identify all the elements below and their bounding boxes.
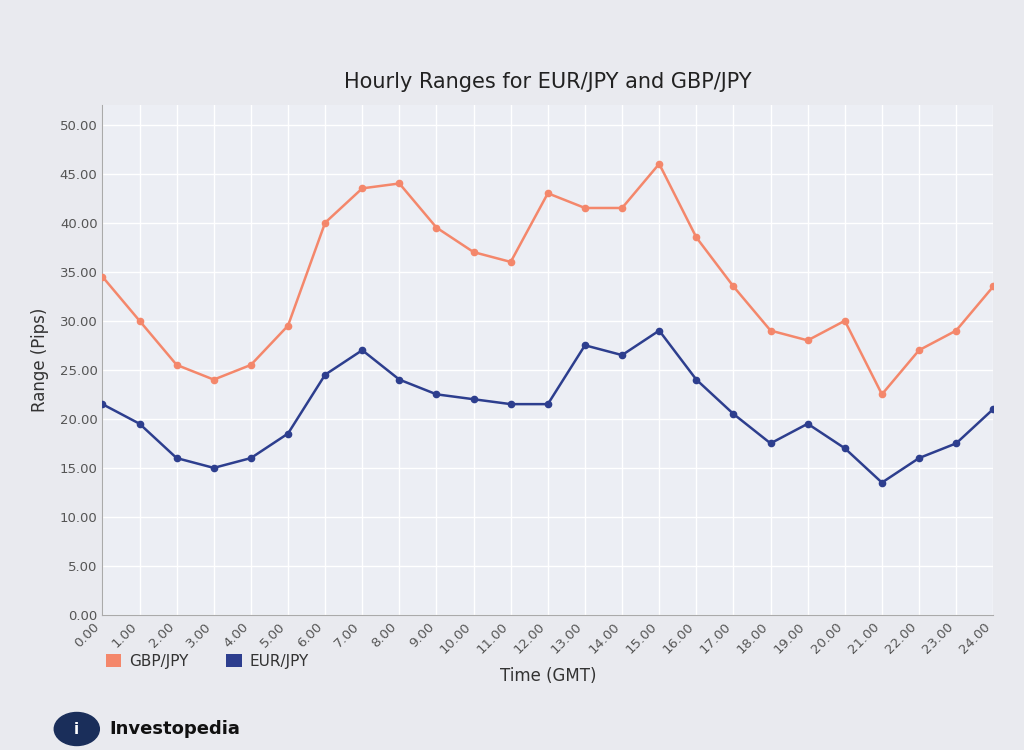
GBP/JPY (96, 272, 109, 281)
GBP/JPY (579, 203, 591, 212)
Y-axis label: Range (Pips): Range (Pips) (31, 308, 48, 413)
Text: i: i (74, 722, 80, 736)
EUR/JPY (579, 340, 591, 350)
EUR/JPY (133, 419, 145, 428)
GBP/JPY (690, 233, 702, 242)
Text: Investopedia: Investopedia (110, 720, 241, 738)
EUR/JPY (96, 400, 109, 409)
GBP/JPY (727, 282, 739, 291)
GBP/JPY (208, 375, 220, 384)
EUR/JPY (356, 346, 369, 355)
GBP/JPY (319, 218, 332, 227)
X-axis label: Time (GMT): Time (GMT) (500, 667, 596, 685)
EUR/JPY (430, 390, 442, 399)
GBP/JPY (987, 282, 999, 291)
GBP/JPY (393, 179, 406, 188)
EUR/JPY (505, 400, 517, 409)
GBP/JPY (505, 257, 517, 266)
EUR/JPY (727, 410, 739, 419)
EUR/JPY (319, 370, 332, 380)
EUR/JPY (208, 464, 220, 472)
GBP/JPY (876, 390, 888, 399)
EUR/JPY (615, 350, 628, 359)
GBP/JPY (542, 189, 554, 198)
GBP/JPY (133, 316, 145, 326)
Title: Hourly Ranges for EUR/JPY and GBP/JPY: Hourly Ranges for EUR/JPY and GBP/JPY (344, 72, 752, 92)
GBP/JPY (245, 361, 257, 370)
GBP/JPY (950, 326, 963, 335)
EUR/JPY (653, 326, 666, 335)
EUR/JPY (950, 439, 963, 448)
EUR/JPY (245, 454, 257, 463)
GBP/JPY (764, 326, 776, 335)
EUR/JPY (802, 419, 814, 428)
GBP/JPY (653, 159, 666, 168)
EUR/JPY (913, 454, 926, 463)
GBP/JPY (356, 184, 369, 193)
Line: GBP/JPY: GBP/JPY (99, 160, 996, 398)
Legend: GBP/JPY, EUR/JPY: GBP/JPY, EUR/JPY (99, 647, 314, 675)
EUR/JPY (542, 400, 554, 409)
GBP/JPY (615, 203, 628, 212)
GBP/JPY (282, 321, 294, 330)
EUR/JPY (282, 429, 294, 438)
GBP/JPY (913, 346, 926, 355)
GBP/JPY (170, 361, 182, 370)
GBP/JPY (467, 248, 479, 256)
EUR/JPY (876, 478, 888, 487)
EUR/JPY (764, 439, 776, 448)
EUR/JPY (170, 454, 182, 463)
Line: EUR/JPY: EUR/JPY (99, 328, 996, 486)
EUR/JPY (467, 394, 479, 404)
EUR/JPY (839, 444, 851, 453)
EUR/JPY (690, 375, 702, 384)
EUR/JPY (393, 375, 406, 384)
GBP/JPY (839, 316, 851, 326)
GBP/JPY (430, 223, 442, 232)
GBP/JPY (802, 336, 814, 345)
EUR/JPY (987, 404, 999, 413)
